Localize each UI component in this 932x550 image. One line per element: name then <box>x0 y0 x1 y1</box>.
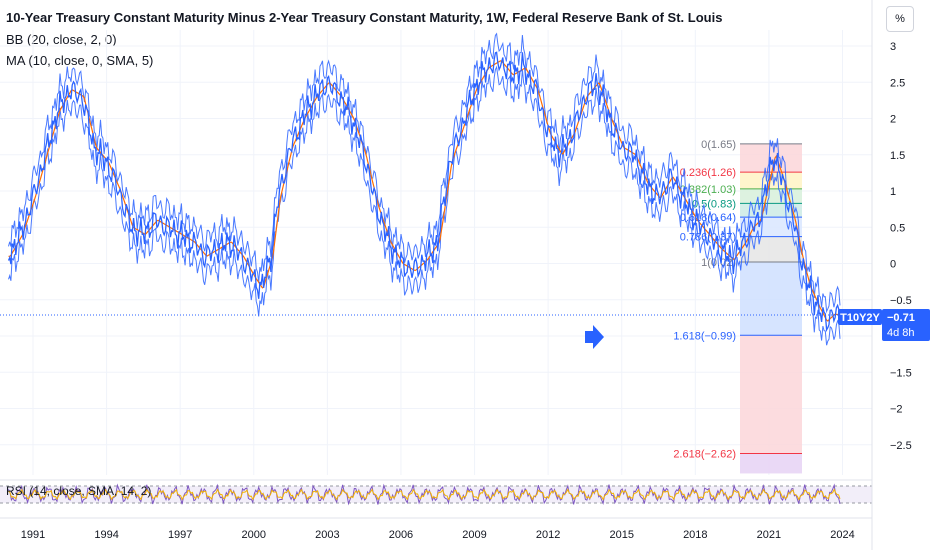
x-tick-label: 1994 <box>94 529 118 541</box>
last-price-badge <box>882 309 930 341</box>
x-tick-label: 2012 <box>536 529 560 541</box>
bb-lower-band <box>8 65 841 346</box>
fibonacci-retracement[interactable]: 0(1.65)0.236(1.26)0.382(1.03)0.5(0.83)0.… <box>673 139 802 474</box>
rsi-line <box>8 483 841 506</box>
y-tick-label: 1.5 <box>890 150 905 162</box>
rsi-ma-line <box>8 488 841 501</box>
grid <box>0 30 872 475</box>
x-tick-label: 2003 <box>315 529 339 541</box>
ma-indicator-label[interactable]: MA (10, close, 0, SMA, 5) <box>6 53 154 68</box>
countdown-value: 4d 8h <box>887 327 915 339</box>
price-tag: T10Y2Y −0.71 4d 8h <box>838 309 930 341</box>
y-tick-label: −0.5 <box>890 295 912 307</box>
fib-zone <box>740 262 802 336</box>
axes: 32.521.510.50−0.5−1−1.5−2−2.519911994199… <box>0 0 912 550</box>
x-tick-label: 2006 <box>389 529 413 541</box>
fib-level-label: 2.618(−2.62) <box>673 448 736 460</box>
fib-zone <box>740 143 802 173</box>
fib-zone <box>740 335 802 454</box>
y-tick-label: 2 <box>890 114 896 126</box>
y-tick-label: −1.5 <box>890 367 912 379</box>
x-tick-label: 1997 <box>168 529 192 541</box>
x-tick-label: 2018 <box>683 529 707 541</box>
y-tick-label: −2 <box>890 404 903 416</box>
chart-title: 10-Year Treasury Constant Maturity Minus… <box>6 10 723 25</box>
symbol-badge-text: T10Y2Y <box>840 312 880 324</box>
y-tick-label: 3 <box>890 41 896 53</box>
bb-upper-band <box>8 32 841 314</box>
y-tick-label: 0.5 <box>890 222 905 234</box>
fib-level-label: 0.382(1.03) <box>680 184 736 196</box>
bb-indicator-label[interactable]: BB (20, close, 2, 0) <box>6 32 117 47</box>
x-tick-label: 2024 <box>830 529 854 541</box>
arrow-right-icon <box>585 325 604 349</box>
x-tick-label: 2021 <box>757 529 781 541</box>
x-tick-label: 2009 <box>462 529 486 541</box>
fib-zone <box>740 453 802 474</box>
fib-level-label: 0.236(1.26) <box>680 167 736 179</box>
y-tick-label: 0 <box>890 259 896 271</box>
symbol-badge <box>838 309 882 325</box>
fib-level-label: 0(1.65) <box>701 139 736 151</box>
x-tick-label: 1991 <box>21 529 45 541</box>
rsi-indicator-label[interactable]: RSI (14, close, SMA, 14, 2) <box>6 484 152 498</box>
y-tick-label: 1 <box>890 186 896 198</box>
fib-level-label: 0.618(0.64) <box>680 212 736 224</box>
fib-zone <box>740 236 802 263</box>
percent-scale-button[interactable]: % <box>886 6 914 32</box>
y-tick-label: −2.5 <box>890 440 912 452</box>
bollinger-bands <box>8 32 841 346</box>
overlay: T10Y2Y −0.71 4d 8h <box>585 309 930 349</box>
series-line <box>7 51 841 332</box>
rsi-pane <box>0 483 872 506</box>
x-tick-label: 2000 <box>242 529 266 541</box>
fib-level-label: 1.618(−0.99) <box>673 330 736 342</box>
series-lines <box>0 51 872 332</box>
y-tick-label: 2.5 <box>890 77 905 89</box>
last-price-value: −0.71 <box>887 312 915 324</box>
x-tick-label: 2015 <box>609 529 633 541</box>
